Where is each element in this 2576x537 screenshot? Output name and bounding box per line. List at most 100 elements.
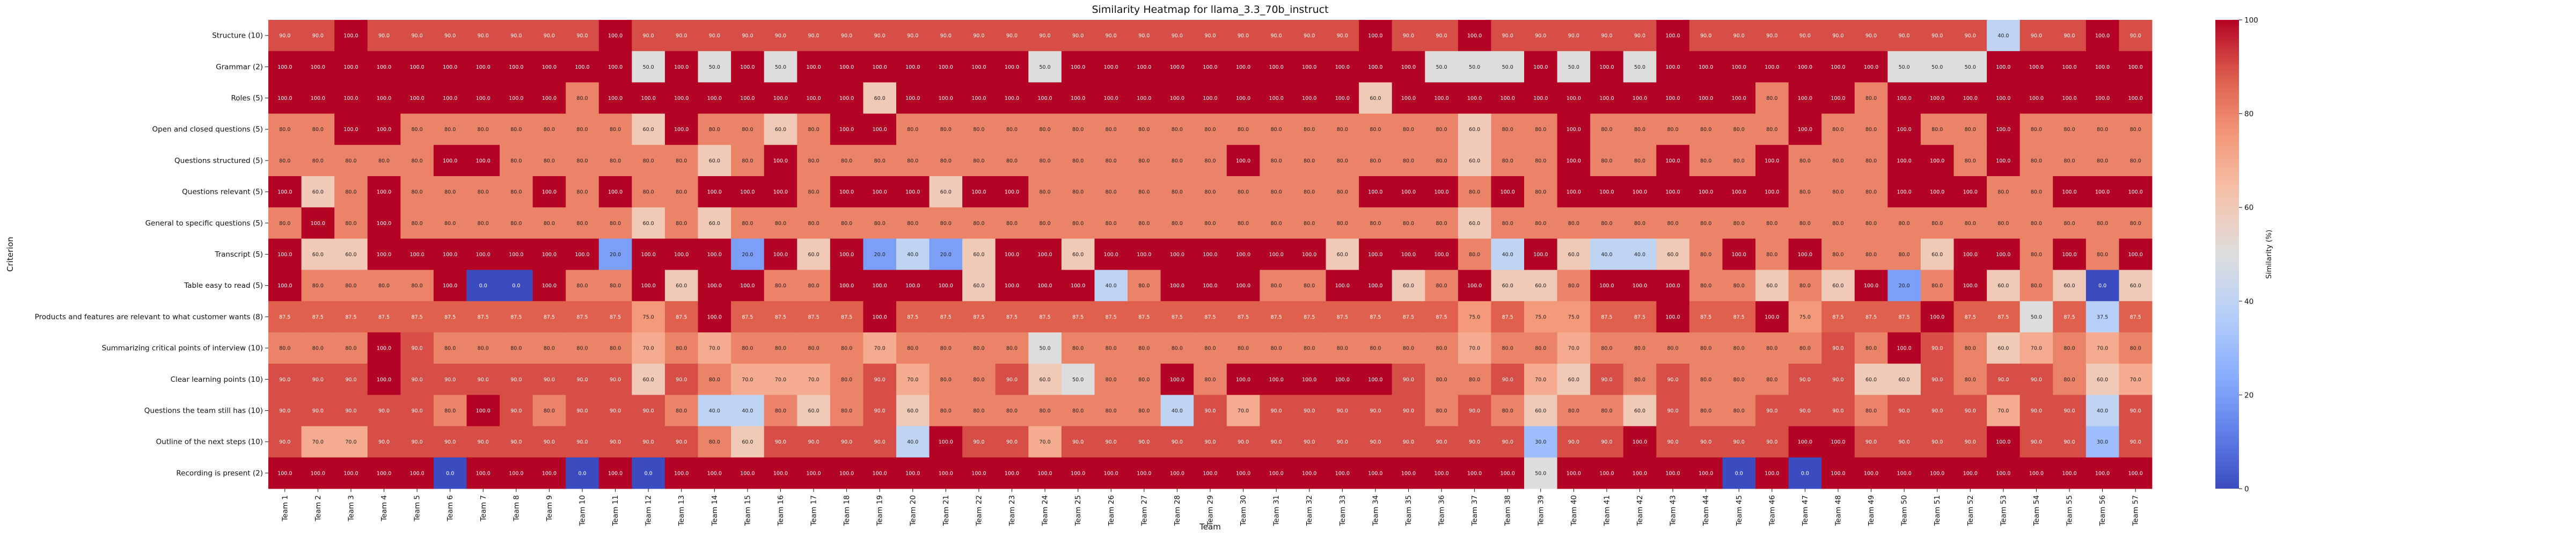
cell-value-label: 100.0 [1038, 283, 1052, 289]
heatmap-cell [566, 82, 599, 114]
heatmap-cell [929, 395, 963, 426]
cell-value-label: 100.0 [1401, 96, 1416, 101]
heatmap-cell [433, 176, 467, 208]
heatmap-cell [2085, 426, 2119, 458]
heatmap-cell [1359, 113, 1393, 146]
heatmap-cell [995, 113, 1029, 146]
cell-value-label: 100.0 [1963, 96, 1978, 101]
x-tick-label: Team 34 [1371, 495, 1380, 526]
heatmap-cell [698, 332, 731, 364]
cell-value-label: 80.0 [544, 408, 555, 414]
heatmap-cell [797, 270, 831, 302]
cell-value-label: 80.0 [576, 346, 588, 352]
cell-value-label: 87.5 [1072, 314, 1084, 320]
cell-value-label: 100.0 [839, 127, 854, 133]
x-tick-label: Team 7 [479, 495, 488, 522]
heatmap-cell [632, 270, 665, 302]
cell-value-label: 90.0 [1799, 377, 1811, 383]
heatmap-cell [632, 207, 665, 239]
cell-value-label: 100.0 [1798, 96, 1812, 101]
heatmap-cell [334, 20, 368, 52]
heatmap-cell [1061, 238, 1095, 270]
heatmap-cell [1260, 457, 1293, 489]
cell-value-label: 80.0 [1072, 127, 1084, 133]
cell-value-label: 80.0 [808, 346, 819, 352]
cell-value-label: 100.0 [1996, 252, 2010, 258]
heatmap-cell [1755, 82, 1789, 114]
cell-value-label: 60.0 [874, 96, 885, 101]
cell-value-label: 90.0 [1766, 408, 1777, 414]
heatmap-cell [1987, 51, 2021, 83]
heatmap-cell [566, 51, 599, 83]
cell-value-label: 100.0 [707, 190, 722, 195]
cell-value-label: 80.0 [1965, 377, 1976, 383]
heatmap-cell [2019, 82, 2053, 114]
cell-value-label: 80.0 [345, 158, 356, 164]
heatmap-cell [1425, 457, 1459, 489]
cell-value-label: 100.0 [905, 470, 920, 476]
heatmap-cell [2119, 270, 2153, 302]
cell-value-label: 70.0 [742, 377, 753, 383]
heatmap-cell [664, 82, 698, 114]
cell-value-label: 80.0 [444, 127, 456, 133]
cell-value-label: 100.0 [377, 96, 391, 101]
x-tick-label: Team 51 [1933, 495, 1942, 526]
heatmap-cell [334, 332, 368, 364]
cell-value-label: 87.5 [1733, 314, 1745, 320]
heatmap-cell [995, 457, 1029, 489]
heatmap-cell [1854, 332, 1888, 364]
cell-value-label: 80.0 [1138, 408, 1150, 414]
heatmap-cell [1194, 207, 1227, 239]
cell-value-label: 100.0 [277, 283, 292, 289]
heatmap-cell [1094, 332, 1128, 364]
heatmap-cell [1094, 426, 1128, 458]
heatmap-cell [1392, 301, 1425, 333]
cell-value-label: 80.0 [544, 127, 555, 133]
cell-value-label: 80.0 [1172, 158, 1183, 164]
heatmap-cell [764, 113, 797, 146]
cell-value-label: 70.0 [709, 346, 720, 352]
cell-value-label: 80.0 [1138, 377, 1150, 383]
cell-value-label: 75.0 [1469, 314, 1480, 320]
cell-value-label: 90.0 [808, 439, 819, 445]
heatmap-cell [929, 176, 963, 208]
cell-value-label: 60.0 [1865, 377, 1877, 383]
heatmap-cell [995, 176, 1029, 208]
cell-value-label: 100.0 [343, 33, 358, 39]
cell-value-label: 90.0 [576, 408, 588, 414]
cell-value-label: 90.0 [1403, 33, 1414, 39]
heatmap-cell [995, 364, 1029, 395]
heatmap-cell [1458, 426, 1491, 458]
cell-value-label: 100.0 [806, 96, 821, 101]
cell-value-label: 80.0 [2097, 158, 2108, 164]
heatmap-cell [532, 457, 566, 489]
heatmap-cell [268, 82, 302, 114]
heatmap-cell [1194, 144, 1227, 177]
heatmap-cell [1755, 238, 1789, 270]
cell-value-label: 100.0 [2128, 470, 2143, 476]
heatmap-cell [962, 82, 996, 114]
heatmap-cell [532, 113, 566, 146]
cell-value-label: 80.0 [940, 221, 952, 227]
heatmap-cell [863, 270, 897, 302]
cell-value-label: 90.0 [1006, 439, 1018, 445]
heatmap-cell [1689, 82, 1723, 114]
x-tick-label: Team 2 [314, 495, 323, 522]
heatmap-cell [1392, 426, 1425, 458]
heatmap-cell [896, 51, 930, 83]
heatmap-cell [1722, 426, 1756, 458]
heatmap-cell [1359, 270, 1393, 302]
cell-value-label: 80.0 [1799, 158, 1811, 164]
cell-value-label: 90.0 [1072, 33, 1084, 39]
heatmap-cell [1656, 176, 1690, 208]
heatmap-cell [731, 51, 765, 83]
x-tick-label: Team 47 [1801, 495, 1810, 526]
cell-value-label: 100.0 [2128, 252, 2143, 258]
heatmap-cell [698, 457, 731, 489]
heatmap-cell [1557, 332, 1591, 364]
heatmap-cell [962, 20, 996, 52]
heatmap-cell [1590, 364, 1624, 395]
heatmap-cell [1987, 270, 2021, 302]
cell-value-label: 80.0 [973, 158, 984, 164]
cell-value-label: 100.0 [509, 96, 523, 101]
